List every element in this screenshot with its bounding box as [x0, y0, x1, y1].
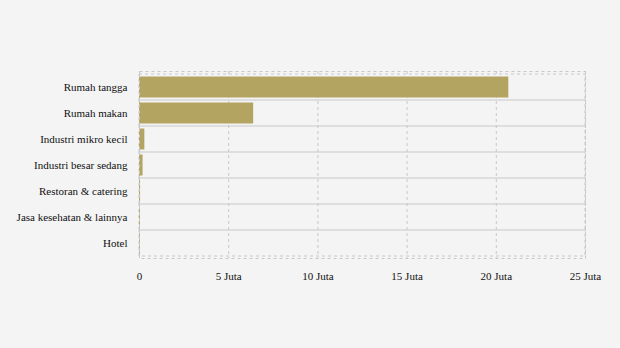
svg-text:Jasa kesehatan & lainnya: Jasa kesehatan & lainnya [17, 211, 128, 223]
svg-text:15 Juta: 15 Juta [391, 270, 423, 282]
svg-text:Rumah tangga: Rumah tangga [64, 81, 128, 93]
svg-text:Hotel: Hotel [103, 237, 127, 249]
svg-text:5 Juta: 5 Juta [216, 270, 242, 282]
svg-text:0: 0 [137, 270, 143, 282]
svg-text:Rumah makan: Rumah makan [64, 107, 128, 119]
svg-text:25 Juta: 25 Juta [570, 270, 602, 282]
svg-text:Restoran & catering: Restoran & catering [39, 185, 128, 197]
svg-text:20 Juta: 20 Juta [481, 270, 513, 282]
svg-text:Industri besar sedang: Industri besar sedang [34, 159, 128, 171]
svg-text:Industri mikro kecil: Industri mikro kecil [40, 133, 127, 145]
svg-text:10 Juta: 10 Juta [302, 270, 334, 282]
